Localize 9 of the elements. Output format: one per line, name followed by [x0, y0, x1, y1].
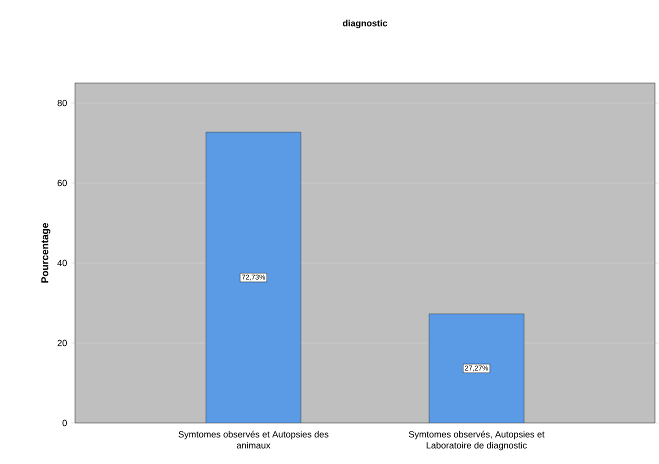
- y-tick-label: 0: [62, 420, 67, 426]
- y-tick-label: 40: [57, 260, 67, 266]
- y-tick-label: 60: [58, 180, 67, 186]
- x-tick-label: Symtomes observés et Autopsies des animaux: [178, 430, 328, 449]
- y-axis-title: Pourcentage: [41, 223, 50, 283]
- x-tick-label: Symtomes observés, Autopsies et Laboratoire de diagnostic: [408, 430, 544, 450]
- y-tick-label: 80: [58, 100, 67, 106]
- y-tick-label: 20: [58, 340, 67, 346]
- chart-title: diagnostic: [342, 20, 388, 28]
